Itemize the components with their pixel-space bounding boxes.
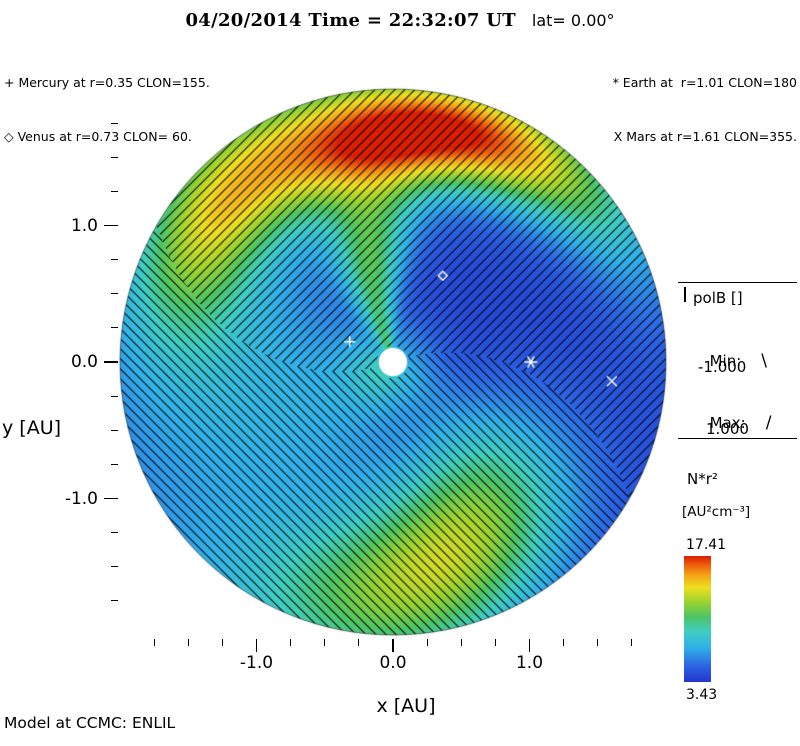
y-axis-tick <box>104 497 118 500</box>
polb-min-line: Min: \ <box>681 333 767 389</box>
x-axis-minor-tick <box>221 639 223 646</box>
x-axis-tick <box>392 639 394 652</box>
x-axis-label: x [AU] <box>376 695 436 717</box>
y-axis-tick-label: 0.0 <box>70 352 98 372</box>
plot-title-datetime: 04/20/2014 Time = 22:32:07 UT <box>185 10 516 31</box>
heliosphere-plot <box>117 86 669 638</box>
polb-max-value: 1.000 <box>706 420 749 438</box>
y-axis-tick-label: 1.0 <box>70 215 98 236</box>
polb-title: polB [] <box>693 289 743 307</box>
legend-panel: polB [] Min: \ -1.000 Max: / 1.000 N*r² [A… <box>678 280 798 720</box>
x-axis-minor-tick <box>426 639 428 646</box>
y-axis-tick <box>104 224 118 227</box>
x-axis-tick-label: -1.0 <box>239 653 274 673</box>
y-axis-tick <box>104 361 118 363</box>
polb-max-line: Max: / <box>681 395 772 451</box>
model-credit: Model at CCMC: ENLIL <box>4 714 176 732</box>
x-axis-tick-label: 1.0 <box>515 653 544 673</box>
colorbar-quantity-label: N*r² <box>687 470 718 488</box>
polb-max-label: Max: <box>709 414 746 432</box>
x-axis-minor-tick <box>631 639 633 646</box>
colorbar-units-label: [AU²cm⁻³] <box>682 504 751 520</box>
x-axis-minor-tick <box>358 639 360 646</box>
x-axis-minor-tick <box>153 639 155 646</box>
x-axis-tick-label: 0.0 <box>379 653 407 673</box>
divider-line-bottom <box>678 438 797 439</box>
x-axis-tick <box>255 639 258 652</box>
heliosphere-plot-canvas <box>117 86 669 638</box>
negative-polarity-hatch-symbol: \ <box>761 351 768 371</box>
plot-title: 04/20/2014 Time = 22:32:07 UT lat= 0.00° <box>0 10 800 31</box>
x-axis-minor-tick <box>597 639 599 646</box>
y-axis-tick-label: -1.0 <box>64 488 98 509</box>
x-axis-minor-tick <box>290 639 292 646</box>
polb-min-label: Min: <box>709 352 742 370</box>
y-axis-label: y [AU] <box>2 417 62 439</box>
x-axis-minor-tick <box>563 639 565 646</box>
divider-line-top <box>678 282 797 283</box>
plot-title-latitude: lat= 0.00° <box>531 11 615 30</box>
x-axis-minor-tick <box>187 639 189 646</box>
x-axis-minor-tick <box>324 639 326 646</box>
polb-min-value: -1.000 <box>698 358 747 376</box>
positive-polarity-hatch-symbol: / <box>765 413 772 433</box>
colorbar-max-value: 17.41 <box>686 537 727 553</box>
x-axis-tick <box>528 639 531 652</box>
colorbar-min-value: 3.43 <box>686 687 718 703</box>
x-axis-minor-tick <box>494 639 496 646</box>
polb-tick-mark <box>684 287 686 302</box>
x-axis-minor-tick <box>460 639 462 646</box>
colorbar <box>684 556 711 682</box>
